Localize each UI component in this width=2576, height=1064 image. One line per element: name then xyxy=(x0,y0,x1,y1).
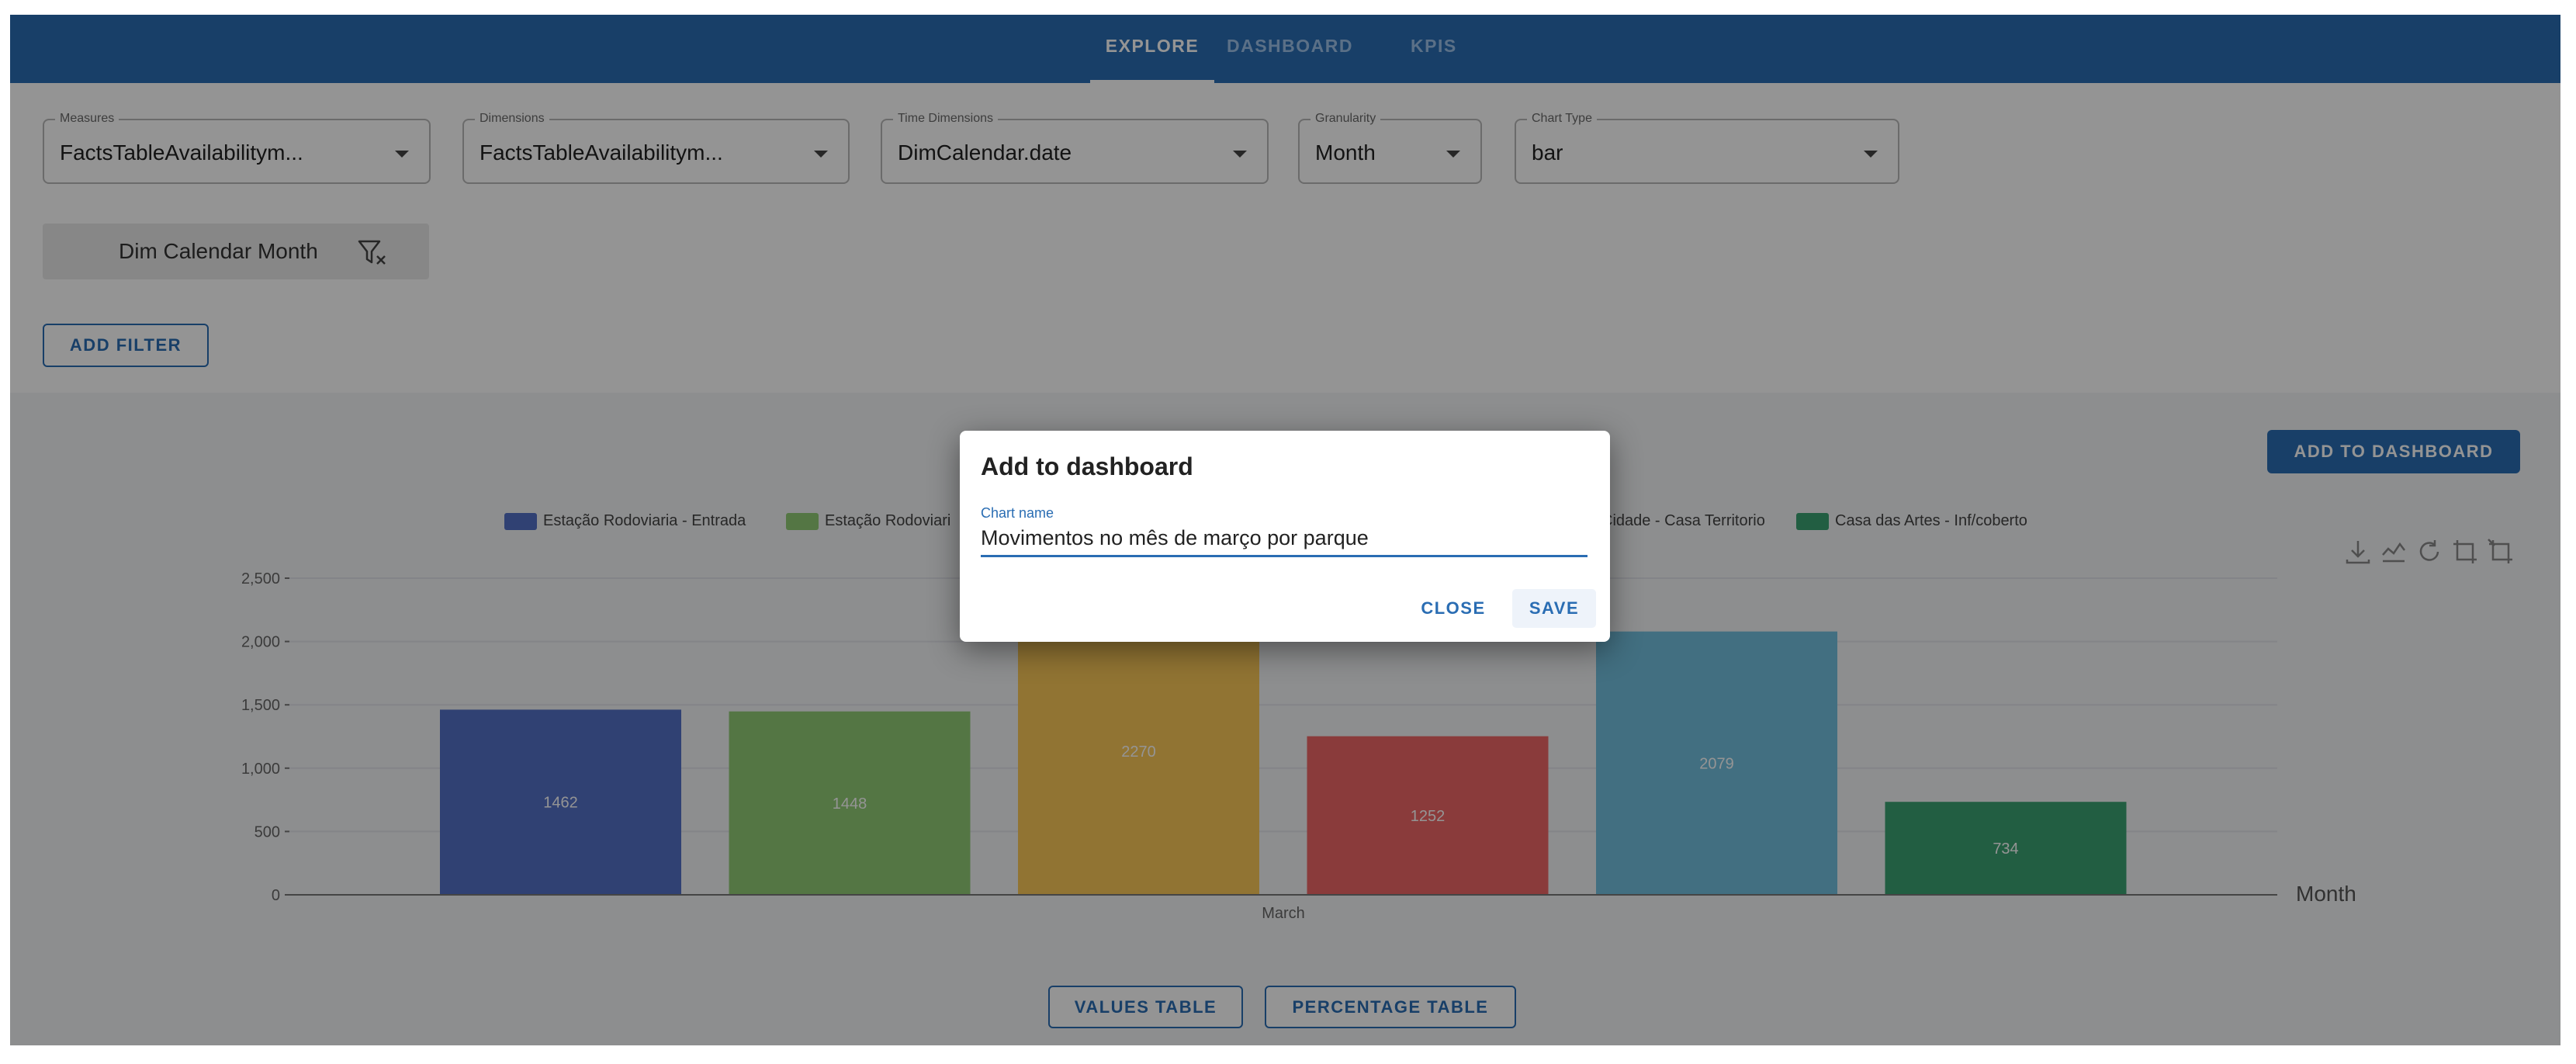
values-table-button[interactable]: VALUES TABLE xyxy=(1048,986,1243,1028)
restore-icon[interactable] xyxy=(2414,536,2445,567)
add-to-dashboard-button[interactable]: ADD TO DASHBOARD xyxy=(2267,430,2520,473)
bar xyxy=(440,709,681,895)
measures-label: Measures xyxy=(55,112,119,126)
legend-label: Casa das Artes - Inf/coberto xyxy=(1835,512,2027,530)
bar xyxy=(1885,802,2127,895)
measures-select[interactable]: Measures FactsTableAvailabilitym... xyxy=(43,112,431,184)
tab-dashboard[interactable]: DASHBOARD xyxy=(1227,36,1353,56)
legend-swatch xyxy=(504,512,537,530)
y-tick-label: 2,500 xyxy=(241,570,280,587)
legend-swatch xyxy=(786,512,819,530)
legend-label: Estação Rodoviaria - Entrada xyxy=(543,512,746,530)
x-axis-title: Month xyxy=(2296,882,2356,906)
close-button[interactable]: CLOSE xyxy=(1421,598,1486,618)
tab-kpis[interactable]: KPIS xyxy=(1411,36,1457,56)
percentage-table-button[interactable]: PERCENTAGE TABLE xyxy=(1265,986,1516,1028)
chevron-down-icon xyxy=(1864,151,1878,158)
y-tick-label: 2,000 xyxy=(241,634,280,651)
tab-explore[interactable]: EXPLORE xyxy=(1090,15,1214,83)
legend-item[interactable]: Casa das Artes - Inf/coberto xyxy=(1796,512,2027,531)
add-filter-button[interactable]: ADD FILTER xyxy=(43,324,209,367)
granularity-select[interactable]: Granularity Month xyxy=(1298,112,1482,184)
chevron-down-icon xyxy=(395,151,409,158)
active-tab-indicator xyxy=(1090,80,1214,83)
chart-type-label: Chart Type xyxy=(1527,112,1597,126)
chart-name-input[interactable] xyxy=(981,521,1587,557)
time-dimensions-value: DimCalendar.date xyxy=(898,140,1072,165)
add-to-dashboard-dialog: Add to dashboard Chart name CLOSE SAVE xyxy=(960,431,1610,642)
chevron-down-icon xyxy=(814,151,828,158)
filter-chip[interactable]: Dim Calendar Month xyxy=(43,224,429,279)
tab-explore-label: EXPLORE xyxy=(1105,36,1200,56)
bar xyxy=(1307,736,1549,895)
dimensions-select[interactable]: Dimensions FactsTableAvailabilitym... xyxy=(462,112,850,184)
download-icon[interactable] xyxy=(2342,536,2373,567)
dialog-title: Add to dashboard xyxy=(981,452,1193,480)
chart-type-select[interactable]: Chart Type bar xyxy=(1515,112,1899,184)
bar xyxy=(729,711,971,895)
bar-data-label: 1462 xyxy=(543,795,578,812)
chevron-down-icon xyxy=(1233,151,1247,158)
time-dimensions-label: Time Dimensions xyxy=(893,112,998,126)
chevron-down-icon xyxy=(1446,151,1460,158)
bar-data-label: 1252 xyxy=(1411,808,1446,825)
y-tick-label: 1,000 xyxy=(241,761,280,778)
filter-chip-label: Dim Calendar Month xyxy=(119,239,318,263)
bar xyxy=(1596,631,1837,895)
save-button[interactable]: SAVE xyxy=(1512,589,1596,628)
bar xyxy=(1018,607,1259,895)
zoom-icon[interactable] xyxy=(2450,536,2481,567)
legend-swatch xyxy=(1796,512,1829,530)
bar-chart: 0 500 1,000 1,500 2,000 2,500 1462 1448 2270 1252… xyxy=(241,570,2356,922)
y-tick-label: 0 xyxy=(272,887,280,904)
granularity-label: Granularity xyxy=(1311,112,1381,126)
legend-label: Cidade - Casa Territorio xyxy=(1601,512,1765,530)
bar-data-label: 2270 xyxy=(1121,743,1156,761)
legend-item[interactable]: Estação Rodoviari xyxy=(786,512,950,531)
y-tick-label: 1,500 xyxy=(241,697,280,714)
bar-data-label: 1448 xyxy=(833,795,867,813)
app-window: EXPLORE DASHBOARD KPIS Measures FactsTab… xyxy=(10,15,2560,1045)
bar-data-label: 734 xyxy=(1993,840,2018,858)
bar-data-label: 2079 xyxy=(1699,755,1734,772)
legend-item[interactable]: Estação Rodoviaria - Entrada xyxy=(504,512,746,531)
legend-item[interactable]: Cidade - Casa Territorio xyxy=(1601,512,1765,531)
measures-value: FactsTableAvailabilitym... xyxy=(60,140,303,165)
data-view-icon[interactable] xyxy=(2378,536,2409,567)
filter-clear-icon[interactable] xyxy=(358,239,389,267)
zoom-reset-icon[interactable] xyxy=(2485,536,2516,567)
dimensions-label: Dimensions xyxy=(475,112,549,126)
legend-label: Estação Rodoviari xyxy=(825,512,951,530)
granularity-value: Month xyxy=(1315,140,1376,165)
dimensions-value: FactsTableAvailabilitym... xyxy=(480,140,723,165)
top-navigation-bar: EXPLORE DASHBOARD KPIS xyxy=(10,15,2560,83)
y-tick-label: 500 xyxy=(254,823,280,840)
chart-type-value: bar xyxy=(1532,140,1563,165)
time-dimensions-select[interactable]: Time Dimensions DimCalendar.date xyxy=(881,112,1269,184)
x-tick-label: March xyxy=(1262,905,1305,922)
chart-name-label: Chart name xyxy=(981,505,1054,521)
